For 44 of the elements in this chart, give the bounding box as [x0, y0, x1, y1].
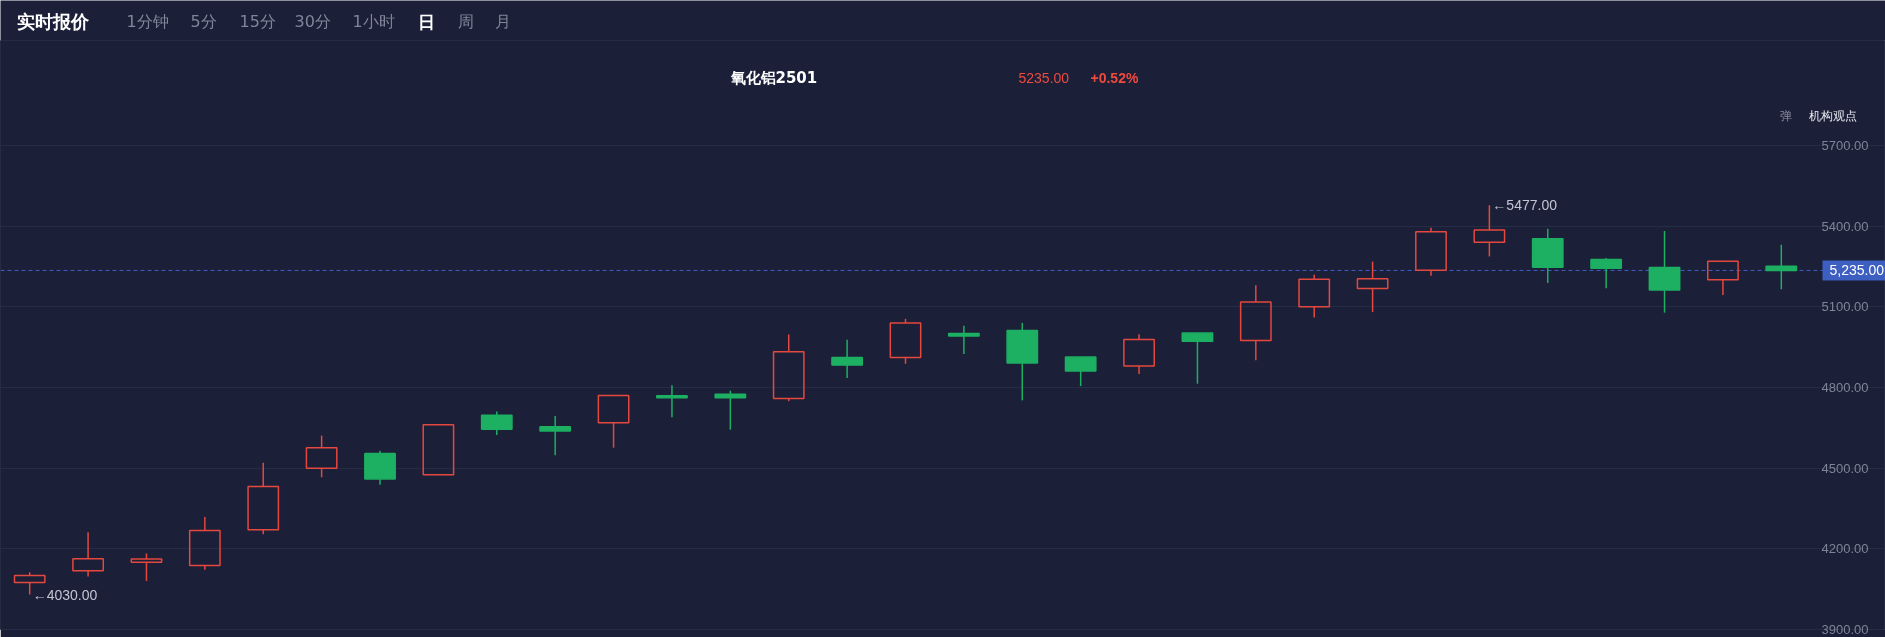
candlestick	[539, 415, 572, 456]
candlestick	[1706, 260, 1739, 296]
candlestick	[1123, 333, 1155, 375]
text: 月	[494, 12, 511, 31]
text: 周	[457, 12, 474, 31]
annotation: ←4030.00	[32, 586, 98, 603]
candlestick	[1239, 284, 1272, 362]
candlestick	[1415, 226, 1447, 277]
y-tick-label: 4500.00	[1821, 460, 1869, 476]
annotation: ←5477.00	[1492, 197, 1558, 214]
annotation: 机构观点	[1808, 108, 1857, 123]
candlestick	[597, 394, 630, 449]
candlestick	[1531, 228, 1564, 284]
annotation: +0.52%	[1090, 69, 1139, 86]
candlestick	[72, 531, 105, 578]
text: 实时报价	[16, 11, 90, 32]
text: 1小时	[352, 12, 395, 31]
y-tick-label: 5700.00	[1821, 137, 1869, 153]
y-tick-label: 5400.00	[1821, 218, 1869, 234]
candlestick	[1298, 274, 1331, 319]
y-tick-label: 4200.00	[1821, 541, 1869, 557]
y-tick-label: 4800.00	[1821, 379, 1869, 395]
text: 氧化铝2501	[729, 68, 818, 87]
candlestick	[1648, 230, 1681, 314]
candlestick	[1181, 332, 1214, 385]
candlestick	[947, 325, 980, 355]
candlestick	[831, 339, 864, 379]
text: 15分	[239, 12, 276, 31]
y-tick-label: 5100.00	[1821, 299, 1869, 315]
candlestick	[1765, 243, 1798, 291]
y-tick-label: 3900.00	[1821, 622, 1869, 637]
text: 1分钟	[126, 12, 169, 31]
text: 5分	[190, 12, 217, 31]
ref-line-label: 5,235.00	[1829, 262, 1885, 279]
candlestick	[364, 449, 396, 486]
candlestick	[188, 516, 221, 571]
text: 日	[417, 11, 435, 32]
candlestick	[480, 410, 513, 436]
candlestick	[1590, 258, 1623, 289]
text: 30分	[294, 12, 331, 31]
candlestick	[247, 462, 280, 536]
annotation: 弹	[1779, 108, 1792, 123]
annotation: 5235.00	[1018, 69, 1070, 86]
candlestick	[656, 384, 688, 419]
